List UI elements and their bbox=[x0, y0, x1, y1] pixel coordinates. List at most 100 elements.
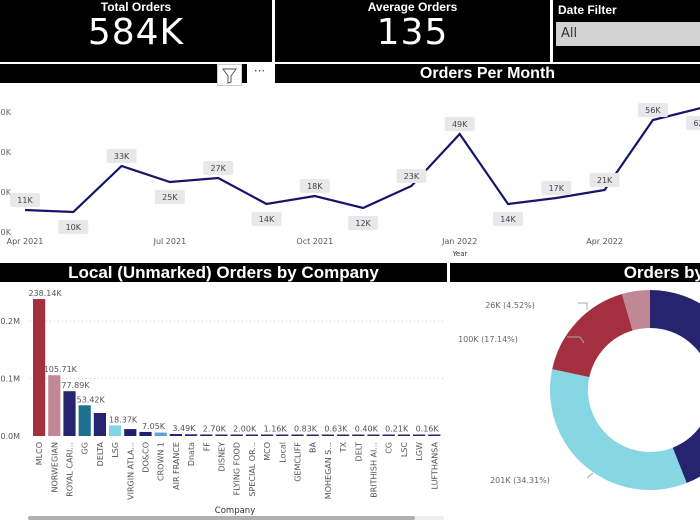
date-filter-label: Date Filter bbox=[558, 3, 617, 17]
x-tick-label: CG bbox=[385, 442, 394, 454]
data-label: 238.14K bbox=[28, 289, 62, 298]
data-label: 77.89K bbox=[61, 381, 90, 390]
bar bbox=[337, 434, 350, 436]
data-label: 0.21K bbox=[385, 425, 409, 434]
bar bbox=[382, 434, 395, 436]
bar bbox=[306, 434, 319, 436]
y-tick-label: 0.2M bbox=[0, 317, 20, 326]
bar bbox=[63, 391, 76, 436]
data-label: 27K bbox=[210, 164, 226, 173]
data-label: 12K bbox=[355, 219, 371, 228]
orders-per-month-chart: 0K 20K 40K 60K Apr 2021 Jul 2021 Oct 2021 Jan 2… bbox=[0, 103, 700, 258]
x-tick-label: Dnata bbox=[187, 442, 196, 466]
bar bbox=[48, 375, 61, 436]
x-tick-label: Jan 2022 bbox=[441, 237, 477, 246]
data-label-bg bbox=[299, 179, 330, 193]
x-tick-label: DO&CO bbox=[142, 442, 151, 473]
x-tick-label: DELT bbox=[354, 442, 363, 462]
bar bbox=[413, 434, 426, 436]
x-tick-label: AIR FRANCE bbox=[172, 442, 181, 490]
bar bbox=[367, 434, 380, 436]
data-label-bg bbox=[251, 212, 282, 226]
data-label-bg bbox=[686, 116, 700, 130]
bar bbox=[276, 434, 289, 436]
data-label: 14K bbox=[500, 215, 516, 224]
bar bbox=[352, 434, 365, 436]
x-tick-label: Apr 2021 bbox=[7, 237, 44, 246]
bar bbox=[291, 434, 304, 436]
date-filter-dropdown[interactable]: All bbox=[556, 22, 700, 46]
y-tick-label: 40K bbox=[0, 148, 12, 157]
data-label-bg bbox=[541, 181, 572, 195]
data-label: 10K bbox=[66, 223, 82, 232]
total-orders-value: 584K bbox=[87, 12, 185, 53]
x-tick-label: DISNEY bbox=[218, 442, 227, 472]
donut-title-text: Orders by bbox=[623, 263, 700, 282]
donut-slice bbox=[552, 294, 633, 378]
x-tick-label: LGW bbox=[415, 442, 424, 461]
bar bbox=[124, 429, 137, 436]
x-tick-label: MCO bbox=[263, 442, 272, 461]
x-axis-title: Year bbox=[452, 250, 468, 258]
x-tick-label: FLYING FOOD bbox=[233, 442, 242, 495]
horizontal-scrollbar[interactable] bbox=[28, 516, 415, 520]
filter-icon bbox=[222, 68, 237, 84]
average-orders-card: Average Orders 135 bbox=[275, 0, 550, 62]
slice-label: 201K (34.31%) bbox=[490, 476, 550, 485]
y-tick-label: 0K bbox=[1, 228, 12, 237]
data-label: 18.37K bbox=[109, 415, 138, 424]
y-tick-label: 0.0M bbox=[0, 432, 20, 441]
bar bbox=[428, 434, 441, 436]
data-label: 18K bbox=[307, 182, 323, 191]
bar bbox=[215, 434, 228, 436]
data-label-bg bbox=[10, 193, 40, 207]
bar-chart-title: Local (Unmarked) Orders by Company bbox=[0, 263, 447, 282]
data-label: 49K bbox=[452, 120, 468, 129]
x-tick-label: LSG bbox=[111, 442, 120, 458]
data-label: 0.83K bbox=[294, 425, 318, 434]
x-tick-label: Apr 2022 bbox=[586, 237, 623, 246]
x-tick-label: VIRGIN ATLA... bbox=[126, 442, 135, 500]
bar bbox=[185, 434, 198, 436]
data-label: 0.40K bbox=[355, 425, 379, 434]
data-label: 53.42K bbox=[77, 395, 106, 404]
x-tick-label: Local bbox=[278, 442, 287, 463]
x-tick-label: BA bbox=[309, 441, 318, 452]
x-tick-label: MOHEGAN S... bbox=[324, 442, 333, 499]
series-line bbox=[24, 107, 700, 214]
leader-line bbox=[567, 336, 585, 344]
bar bbox=[261, 434, 274, 436]
x-tick-label: GG bbox=[81, 442, 90, 454]
bar bbox=[33, 299, 46, 436]
visual-header-bar bbox=[0, 64, 272, 83]
data-label: 21K bbox=[597, 176, 613, 185]
more-options-button[interactable]: ··· bbox=[247, 64, 272, 83]
bar bbox=[93, 413, 106, 436]
x-axis-title: Company bbox=[215, 506, 255, 516]
data-label: 2.00K bbox=[233, 425, 257, 434]
data-label: 105.71K bbox=[44, 365, 78, 374]
bar bbox=[230, 434, 243, 436]
bar bbox=[154, 432, 167, 436]
average-orders-value: 135 bbox=[376, 12, 449, 53]
x-tick-label: SPECIAL OR... bbox=[248, 442, 257, 497]
data-label-bg bbox=[589, 173, 620, 187]
data-label: 2.70K bbox=[203, 424, 227, 433]
slice-label: 100K (17.14%) bbox=[458, 335, 518, 344]
donut-slice bbox=[550, 369, 687, 490]
bar bbox=[169, 433, 182, 436]
data-label: 0.16K bbox=[416, 425, 440, 434]
bar bbox=[397, 434, 410, 436]
x-tick-label: DELTA bbox=[96, 441, 105, 466]
donut-slice bbox=[621, 290, 650, 331]
x-tick-label: TX bbox=[339, 441, 348, 453]
data-label: 11K bbox=[17, 196, 33, 205]
x-tick-label: BRITHISH AI... bbox=[370, 442, 379, 498]
data-label-bg bbox=[58, 220, 89, 234]
orders-by-company-chart: 0.0M 0.1M 0.2M 238.14K MLCO 105.71K NORWEGIAN 7… bbox=[0, 289, 445, 520]
data-label: 14K bbox=[259, 215, 275, 224]
data-label-bg bbox=[493, 212, 523, 226]
filter-button[interactable] bbox=[217, 64, 242, 86]
data-label: 3.49K bbox=[172, 424, 196, 433]
data-label: 25K bbox=[162, 193, 178, 202]
